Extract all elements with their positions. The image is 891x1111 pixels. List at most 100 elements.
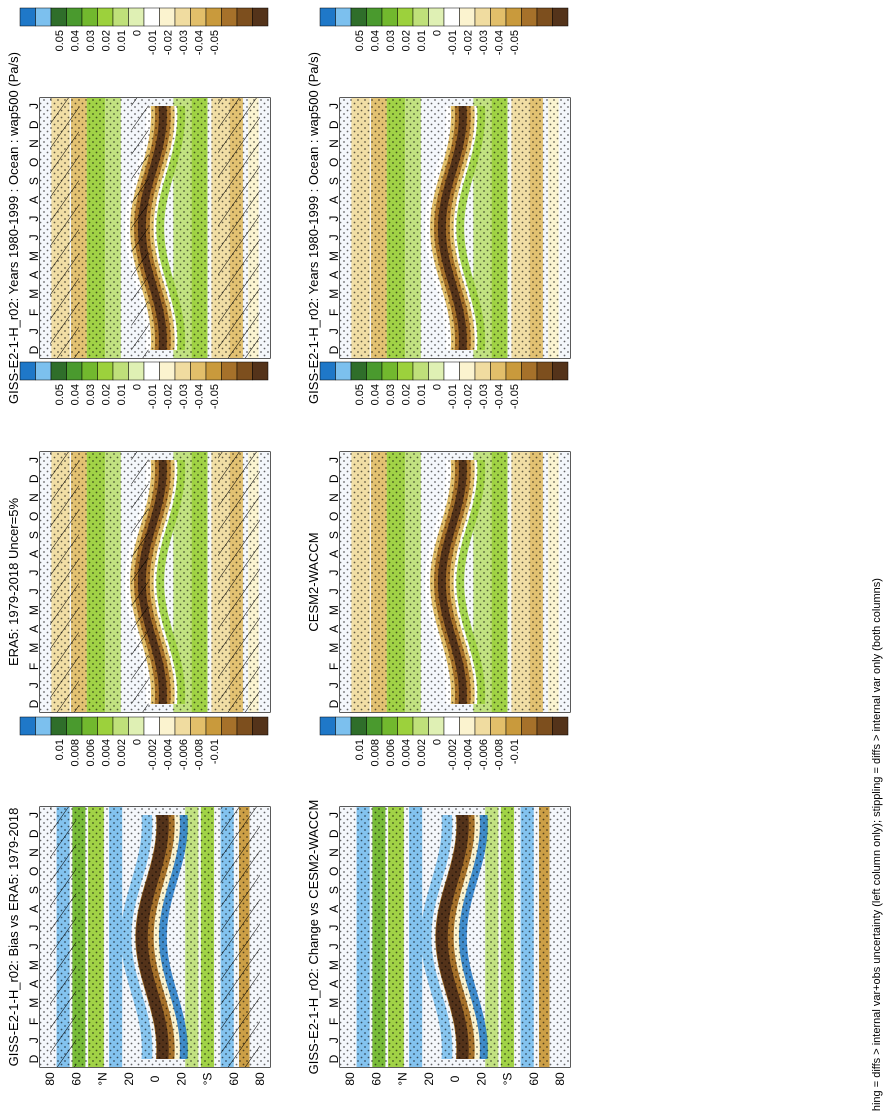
colorbar-label: 0.04 — [69, 384, 81, 405]
colorbar-label: -0.04 — [493, 384, 505, 409]
colorbar-swatch — [474, 716, 491, 736]
panel-title: ERA5: 1979-2018 Uncer=5% — [6, 498, 21, 666]
colorbar-label: -0.002 — [447, 739, 459, 770]
colorbar-label: -0.02 — [162, 30, 174, 55]
colorbar-swatch — [350, 361, 367, 381]
hatching — [50, 452, 79, 712]
colorbar-swatch — [397, 7, 414, 27]
x-tick-label: O — [327, 512, 341, 521]
colorbar-label: -0.01 — [209, 739, 221, 764]
x-tick-label: J — [327, 682, 341, 688]
y-tick-label: 20 — [474, 1072, 488, 1086]
panel-title: CESM2-WACCM — [306, 532, 321, 631]
x-tick-label: F — [327, 1018, 341, 1025]
y-tick-label: °S — [501, 1073, 515, 1086]
colorbar-swatch — [536, 7, 553, 27]
colorbar-label: 0.03 — [385, 384, 397, 405]
colorbar-swatch — [205, 361, 222, 381]
colorbar-swatch — [397, 361, 414, 381]
x-tick-label: J — [327, 1037, 341, 1043]
x-tick-label: D — [27, 699, 41, 708]
colorbar-label: -0.01 — [447, 30, 459, 55]
colorbar-swatch — [335, 7, 352, 27]
x-tick-label: J — [327, 216, 341, 222]
x-tick-label: A — [27, 905, 41, 913]
colorbar-label: -0.02 — [462, 30, 474, 55]
colorbar-swatch — [459, 7, 476, 27]
colorbar-swatch — [319, 361, 336, 381]
colorbar-label: -0.04 — [493, 30, 505, 55]
x-tick-label: N — [27, 493, 41, 502]
colorbar-swatch — [474, 361, 491, 381]
colorbar-label: 0.006 — [85, 739, 97, 767]
colorbar: 0.05 0.04 0.03 0.02 0.01 0 -0.01 -0.02 -0.03 -0.0… — [19, 7, 269, 55]
colorbar-swatch — [366, 7, 383, 27]
colorbar-swatch — [190, 361, 207, 381]
x-tick-label: N — [327, 139, 341, 148]
colorbar-swatch — [552, 361, 569, 381]
colorbar-swatch — [128, 7, 145, 27]
x-tick-label: A — [27, 271, 41, 279]
colorbar-swatch — [174, 716, 191, 736]
colorbar-swatch — [66, 716, 83, 736]
x-tick-label: A — [327, 550, 341, 558]
colorbar-swatch — [174, 7, 191, 27]
x-tick-label: D — [27, 1054, 41, 1063]
x-tick-label: J — [27, 457, 41, 463]
x-tick-label: F — [27, 1018, 41, 1025]
x-tick-label: A — [327, 271, 341, 279]
plot-area — [40, 98, 270, 358]
colorbar-label: 0.05 — [354, 384, 366, 405]
hatching — [218, 452, 260, 712]
y-tick-label: 20 — [174, 1072, 188, 1086]
colorbar-label: 0 — [431, 384, 443, 390]
x-tick-label: N — [27, 848, 41, 857]
colorbar-label: 0.006 — [385, 739, 397, 767]
panel-top-left: 0.05 0.04 0.03 0.02 0.01 0 -0.01 -0.02 -0.03 -0.0… — [6, 7, 271, 404]
colorbar-swatch — [19, 361, 36, 381]
colorbar-swatch — [252, 361, 269, 381]
panel-bottom-right: 0.01 0.008 0.006 0.004 0.002 0 -0.002 -0.004 -0.… — [306, 716, 571, 1086]
colorbar-label: -0.01 — [447, 384, 459, 409]
y-tick-label: 0 — [148, 1075, 162, 1082]
colorbar-label: 0.004 — [400, 739, 412, 767]
x-tick-label: J — [27, 328, 41, 334]
x-tick-label: S — [327, 177, 341, 185]
colorbar-label: 0.03 — [85, 384, 97, 405]
colorbar-swatch — [552, 7, 569, 27]
x-tick-label: J — [27, 216, 41, 222]
colorbar-swatch — [536, 361, 553, 381]
x-tick-label: J — [27, 943, 41, 949]
x-tick-label: M — [27, 251, 41, 261]
colorbar-swatch — [381, 7, 398, 27]
x-tick-label: A — [27, 196, 41, 204]
colorbar-label: 0.01 — [116, 384, 128, 405]
colorbar-swatch — [443, 716, 460, 736]
y-tick-label: 60 — [227, 1072, 241, 1086]
panel-title: GISS-E2-1-H_r02: Bias vs ERA5: 1979-2018 — [6, 808, 21, 1067]
panel-title: GISS-E2-1-H_r02: Years 1980-1999 : Ocean… — [306, 52, 321, 404]
x-tick-label: J — [27, 570, 41, 576]
x-tick-label: D — [27, 120, 41, 129]
colorbar-label: -0.02 — [462, 384, 474, 409]
x-tick-label: A — [27, 625, 41, 633]
hatching — [50, 98, 79, 358]
colorbar-swatch — [143, 361, 160, 381]
colorbar-swatch — [252, 7, 269, 27]
colorbar: 0.05 0.04 0.03 0.02 0.01 0 -0.01 -0.02 -0.03 -0.0… — [19, 361, 269, 409]
colorbar-swatch — [319, 7, 336, 27]
colorbar-swatch — [112, 7, 129, 27]
colorbar-label: 0.02 — [400, 384, 412, 405]
colorbar-label: 0.05 — [354, 30, 366, 51]
colorbar-label: -0.03 — [478, 384, 490, 409]
colorbar-label: -0.01 — [509, 739, 521, 764]
x-tick-label: J — [327, 588, 341, 594]
colorbar-label: 0.03 — [385, 30, 397, 51]
colorbar-swatch — [236, 716, 253, 736]
x-tick-label: D — [27, 345, 41, 354]
y-tick-label: 80 — [253, 1072, 267, 1086]
colorbar-swatch — [381, 716, 398, 736]
colorbar-label: 0.008 — [69, 739, 81, 767]
colorbar-swatch — [366, 361, 383, 381]
x-tick-label: M — [327, 605, 341, 615]
